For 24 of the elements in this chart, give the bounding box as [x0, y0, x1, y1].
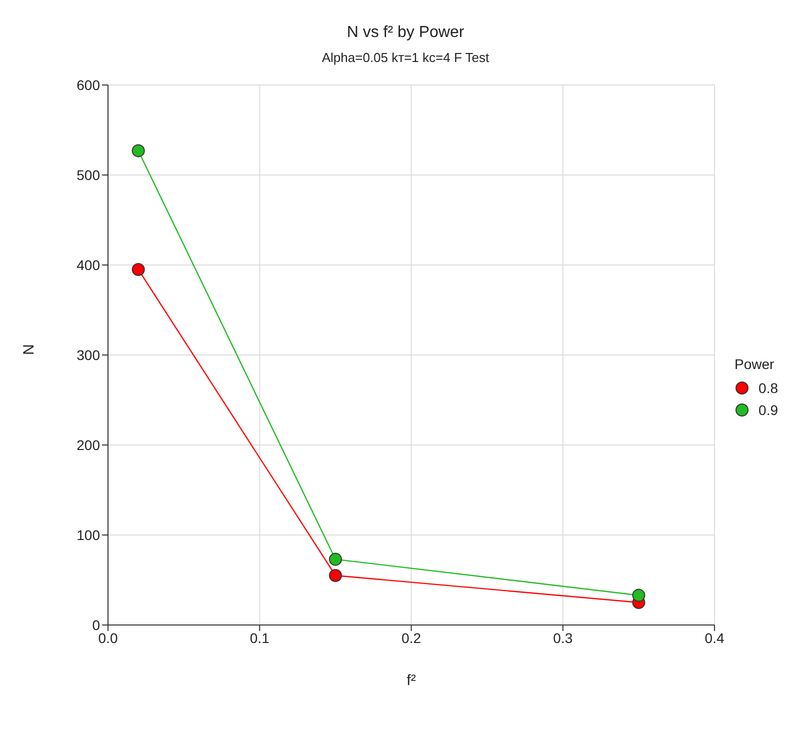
y-tick-label: 600 — [76, 76, 100, 93]
point — [632, 588, 646, 602]
x-tick-label: 0.0 — [98, 630, 118, 646]
point — [132, 263, 145, 276]
y-tick-label: 500 — [76, 166, 100, 183]
y-tick-label: 100 — [76, 526, 100, 543]
x-axis-title: f² — [406, 672, 416, 689]
chart-title: N vs f² by Power — [346, 24, 466, 42]
y-tick-label: 300 — [76, 346, 100, 363]
x-tick-label: 0.3 — [553, 630, 573, 646]
y-tick-label: 200 — [76, 436, 100, 453]
chart-subtitle: Alpha=0.05 kᴛ=1 kᴄ=4 F Test — [320, 50, 490, 65]
point — [328, 569, 342, 582]
x-tick-label: 0.2 — [402, 630, 422, 646]
x-tick-label: 0.1 — [250, 630, 270, 646]
point — [132, 144, 145, 158]
legend-title: Power — [734, 356, 776, 372]
legend-label: 0.8 — [758, 380, 778, 396]
legend-label: 0.9 — [758, 402, 778, 418]
x-tick-label: 0.4 — [704, 630, 724, 646]
y-tick-label: 0 — [92, 616, 100, 633]
point — [328, 552, 342, 566]
y-tick-label: 400 — [76, 256, 100, 273]
y-axis-title: N — [20, 344, 38, 355]
